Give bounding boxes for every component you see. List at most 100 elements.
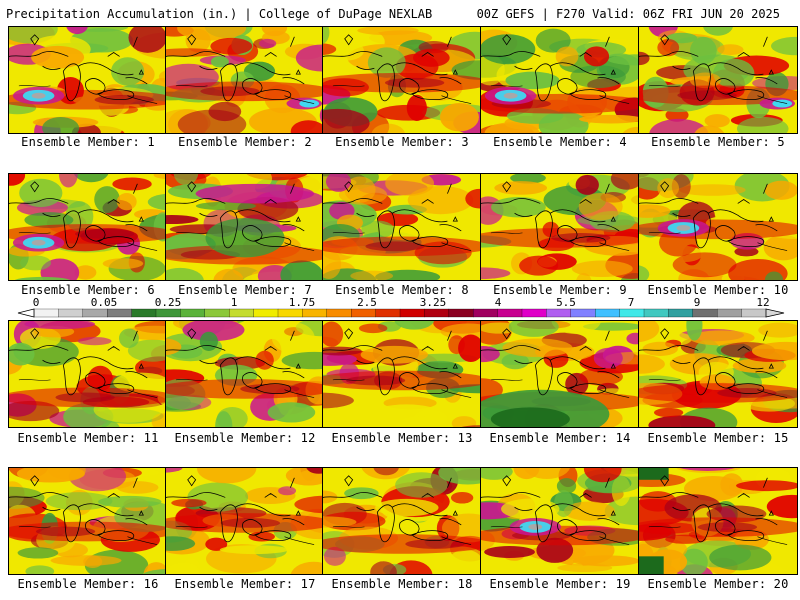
member-map-17 [165,467,325,575]
member-label-17: Ensemble Member: 17 [174,577,316,591]
colorbar-cell [302,308,328,318]
member-label-6: Ensemble Member: 6 [21,283,155,297]
colorbar-cell [717,308,742,318]
member-map-8 [322,173,482,281]
member-map-19 [480,467,640,575]
colorbar-tick-label: 0.25 [154,296,182,309]
member-label-15: Ensemble Member: 15 [647,431,789,445]
colorbar-tick-label: 2.5 [357,296,377,309]
colorbar-cell [82,308,108,318]
colorbar-cell [668,308,694,318]
colorbar-tick-label: 3.25 [419,296,447,309]
member-label-14: Ensemble Member: 14 [489,431,631,445]
colorbar-cell [619,308,645,318]
member-map-field [481,27,639,133]
member-map-20 [638,467,798,575]
colorbar [17,308,785,318]
member-map-2 [165,26,325,134]
member-label-10: Ensemble Member: 10 [647,283,789,297]
member-label-11: Ensemble Member: 11 [17,431,159,445]
member-label-4: Ensemble Member: 4 [493,135,627,149]
colorbar-cell [595,308,620,318]
member-map-6 [8,173,168,281]
member-map-10 [638,173,798,281]
colorbar-cell [570,308,596,318]
colorbar-cell [521,308,547,318]
colorbar-cell [741,308,767,318]
colorbar-tick-label: 12 [756,296,770,309]
colorbar-cell [351,308,376,318]
member-map-field [323,321,481,427]
member-map-16 [8,467,168,575]
member-map-12 [165,320,325,428]
member-map-4 [480,26,640,134]
member-map-11 [8,320,168,428]
header-run-info: 00Z GEFS | F270 Valid: 06Z FRI JUN 20 20… [476,7,780,21]
member-map-field [639,27,797,133]
member-map-field [323,468,481,574]
colorbar-cell [107,308,132,318]
member-map-field [9,321,167,427]
member-map-field [639,174,797,280]
member-map-14 [480,320,640,428]
header-title: Precipitation Accumulation (in.) | Colle… [6,7,433,21]
member-map-18 [322,467,482,575]
member-map-15 [638,320,798,428]
colorbar-cell [229,308,254,318]
member-map-7 [165,173,325,281]
colorbar-cell [375,308,401,318]
colorbar-cell [473,308,498,318]
colorbar-tick-label: 9 [693,296,701,309]
colorbar-cell [448,308,474,318]
member-map-field [9,174,167,280]
colorbar-tick-label: 1 [230,296,238,309]
member-map-field [639,321,797,427]
colorbar-cell [692,308,718,318]
member-map-field [323,174,481,280]
colorbar-tick-label: 0 [32,296,40,309]
member-map-field [166,27,324,133]
header: Precipitation Accumulation (in.) | Colle… [0,0,800,24]
member-map-field [639,468,797,574]
colorbar-cell [546,308,572,318]
colorbar-tick-label: 7 [627,296,635,309]
member-map-field [166,321,324,427]
colorbar-tick-label: 1.75 [288,296,316,309]
member-label-2: Ensemble Member: 2 [178,135,312,149]
member-map-field [481,321,639,427]
member-map-field [481,174,639,280]
colorbar-cell [33,308,59,318]
member-label-18: Ensemble Member: 18 [331,577,473,591]
colorbar-cell [424,308,450,318]
member-label-9: Ensemble Member: 9 [493,283,627,297]
member-map-field [323,27,481,133]
colorbar-cell [131,308,157,318]
member-map-field [9,27,167,133]
colorbar-cell [180,308,206,318]
colorbar-tick-labels: 0 0.05 0.25 1 1.75 2.5 3.25 4 5.5 7 9 12 [0,296,800,310]
member-label-7: Ensemble Member: 7 [178,283,312,297]
colorbar-left-arrow [17,308,35,318]
colorbar-tick-label: 0.05 [90,296,118,309]
colorbar-cell [58,308,84,318]
colorbar-cell [155,308,181,318]
colorbar-cell [204,308,230,318]
member-map-5 [638,26,798,134]
colorbar-tick-label: 5.5 [556,296,576,309]
member-map-3 [322,26,482,134]
colorbar-cell [399,308,425,318]
colorbar-cell [277,308,303,318]
member-map-13 [322,320,482,428]
member-map-field [9,468,167,574]
colorbar-cell [497,308,523,318]
colorbar-cell [326,308,352,318]
member-label-1: Ensemble Member: 1 [21,135,155,149]
member-map-9 [480,173,640,281]
colorbar-cell [643,308,669,318]
member-label-5: Ensemble Member: 5 [651,135,785,149]
member-label-16: Ensemble Member: 16 [17,577,159,591]
colorbar-right-arrow [765,308,785,318]
member-map-field [166,174,324,280]
member-label-12: Ensemble Member: 12 [174,431,316,445]
member-label-3: Ensemble Member: 3 [335,135,469,149]
